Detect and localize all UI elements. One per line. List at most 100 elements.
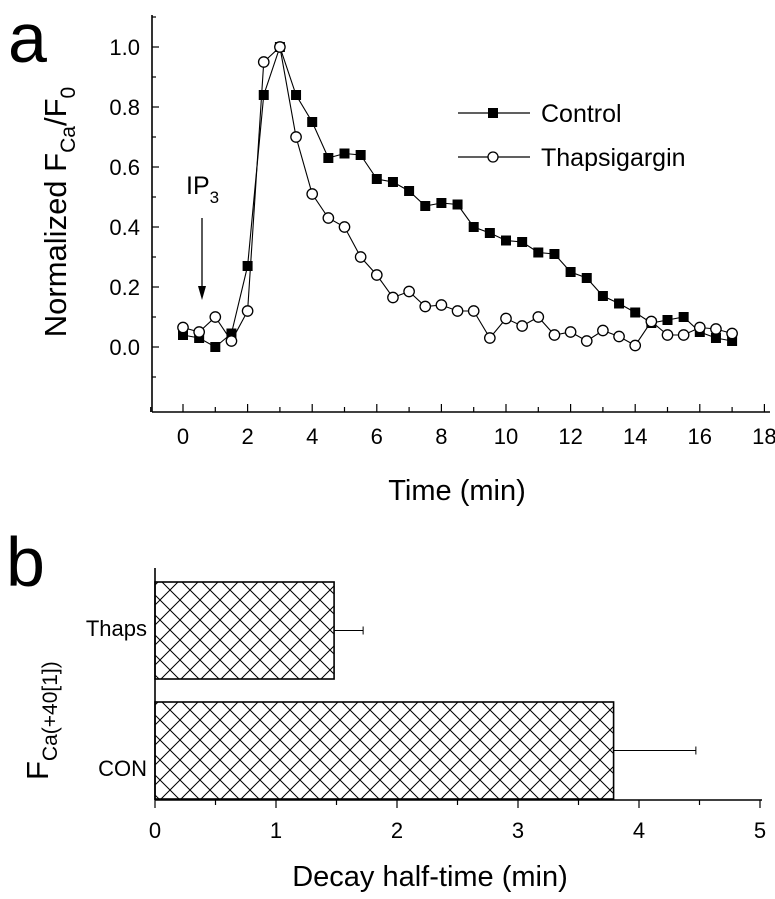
ylabel-sub1: Ca (57, 126, 80, 153)
legend-square-marker (488, 108, 498, 118)
control-point (404, 186, 415, 196)
control-point (420, 201, 431, 211)
ylabel-slash: /F (38, 98, 73, 126)
panel-b-xlabel: Decay half-time (min) (292, 861, 568, 893)
thapsigargin-point (613, 330, 625, 343)
x-tick-label: 3 (512, 818, 524, 843)
control-point (678, 312, 689, 322)
panel-b-ylabel: FCa(+40[1]) (20, 661, 62, 780)
control-point (178, 330, 188, 340)
control-point (533, 247, 544, 258)
panel-b-bars: Thaps CON (86, 581, 697, 800)
thapsigargin-point (451, 305, 464, 317)
bar (154, 701, 615, 800)
legend-control-label: Control (541, 100, 622, 128)
series-thapsigargin (177, 41, 738, 352)
x-tick-label: 4 (306, 424, 318, 449)
thapsigargin-point (548, 329, 561, 341)
panel-a-label: a (8, 0, 47, 77)
x-tick-label: 14 (623, 424, 647, 449)
panel-b-label: b (6, 523, 45, 601)
x-tick-label: 16 (688, 424, 712, 449)
thapsigargin-point (257, 56, 270, 68)
thapsigargin-point (483, 332, 496, 344)
y-tick-label: 0.0 (109, 335, 140, 360)
thapsigargin-point (322, 212, 335, 224)
ip3-text: IP (186, 172, 210, 200)
thapsigargin-point (677, 329, 690, 341)
ip3-arrow-icon (198, 218, 206, 300)
control-point (597, 291, 608, 301)
control-point (581, 273, 592, 283)
thapsigargin-point (419, 300, 432, 313)
bar-thaps: Thaps (86, 581, 364, 680)
bar (154, 581, 335, 680)
thapsigargin-point (274, 41, 286, 53)
thapsigargin-point (580, 335, 593, 347)
legend-circle-marker (487, 151, 499, 163)
control-point (727, 336, 738, 346)
thapsigargin-point (354, 251, 367, 263)
legend-thapsigargin-label: Thapsigargin (541, 144, 686, 172)
control-point (549, 249, 560, 259)
thapsigargin-point (500, 312, 512, 325)
thapsigargin-point (193, 326, 205, 338)
ip3-sub: 3 (210, 188, 219, 207)
control-point (630, 307, 641, 318)
control-point (210, 342, 221, 352)
thapsigargin-point (516, 320, 529, 332)
control-point (468, 222, 479, 232)
control-point (501, 235, 511, 246)
x-tick-label: 18 (752, 424, 775, 449)
thapsigargin-point (532, 311, 545, 323)
thapsigargin-point (387, 291, 399, 304)
thapsigargin-point (726, 327, 738, 340)
control-point (307, 117, 318, 127)
thapsigargin-point (338, 221, 351, 233)
legend-control: Control (458, 100, 622, 128)
legend-thapsigargin: Thapsigargin (458, 144, 686, 172)
panel-a-xlabel: Time (min) (388, 475, 525, 507)
thapsigargin-point (661, 329, 674, 341)
thapsigargin-point (306, 188, 319, 200)
ylabel-sub2: 0 (57, 87, 80, 99)
y-tick-label: 0.6 (109, 155, 140, 180)
control-point (323, 153, 334, 163)
category-label: Thaps (86, 616, 147, 641)
x-tick-label: 2 (391, 818, 403, 843)
panel-a-series (177, 41, 738, 352)
control-point (565, 267, 576, 277)
x-tick-label: 0 (177, 424, 189, 449)
control-point (387, 177, 398, 187)
svg-text:FCa(+40[1]): FCa(+40[1]) (20, 661, 62, 780)
ylabel-main: Normalized F (38, 153, 73, 337)
x-tick-label: 12 (558, 424, 582, 449)
thapsigargin-point (629, 339, 642, 352)
control-point (436, 198, 447, 208)
svg-text:Normalized FCa/F0: Normalized FCa/F0 (38, 87, 80, 337)
control-point (291, 90, 302, 100)
thapsigargin-point (241, 305, 254, 317)
thapsigargin-point (370, 269, 383, 281)
control-point (371, 174, 382, 184)
ylabel-sub: Ca(+40[1]) (39, 661, 62, 761)
x-tick-label: 6 (371, 424, 383, 449)
control-point (194, 333, 205, 343)
legend: Control Thapsigargin (458, 100, 686, 172)
bar-con: CON (98, 701, 697, 800)
thapsigargin-point (597, 324, 609, 337)
x-tick-label: 10 (494, 424, 518, 449)
y-tick-label: 0.2 (109, 275, 140, 300)
thapsigargin-point (403, 285, 415, 298)
panel-a-axes: 0.0 0.2 0.4 0.6 0.8 1.0 0 2 4 6 8 10 12 14 16 18 (109, 15, 775, 449)
control-point (710, 333, 721, 343)
y-tick-label: 1.0 (109, 35, 140, 60)
thapsigargin-point (467, 305, 480, 317)
control-point (258, 90, 269, 100)
thapsigargin-point (710, 323, 722, 335)
y-tick-label: 0.8 (109, 95, 140, 120)
control-point (662, 315, 673, 325)
thapsigargin-point (177, 321, 189, 334)
y-tick-label: 0.4 (109, 215, 140, 240)
